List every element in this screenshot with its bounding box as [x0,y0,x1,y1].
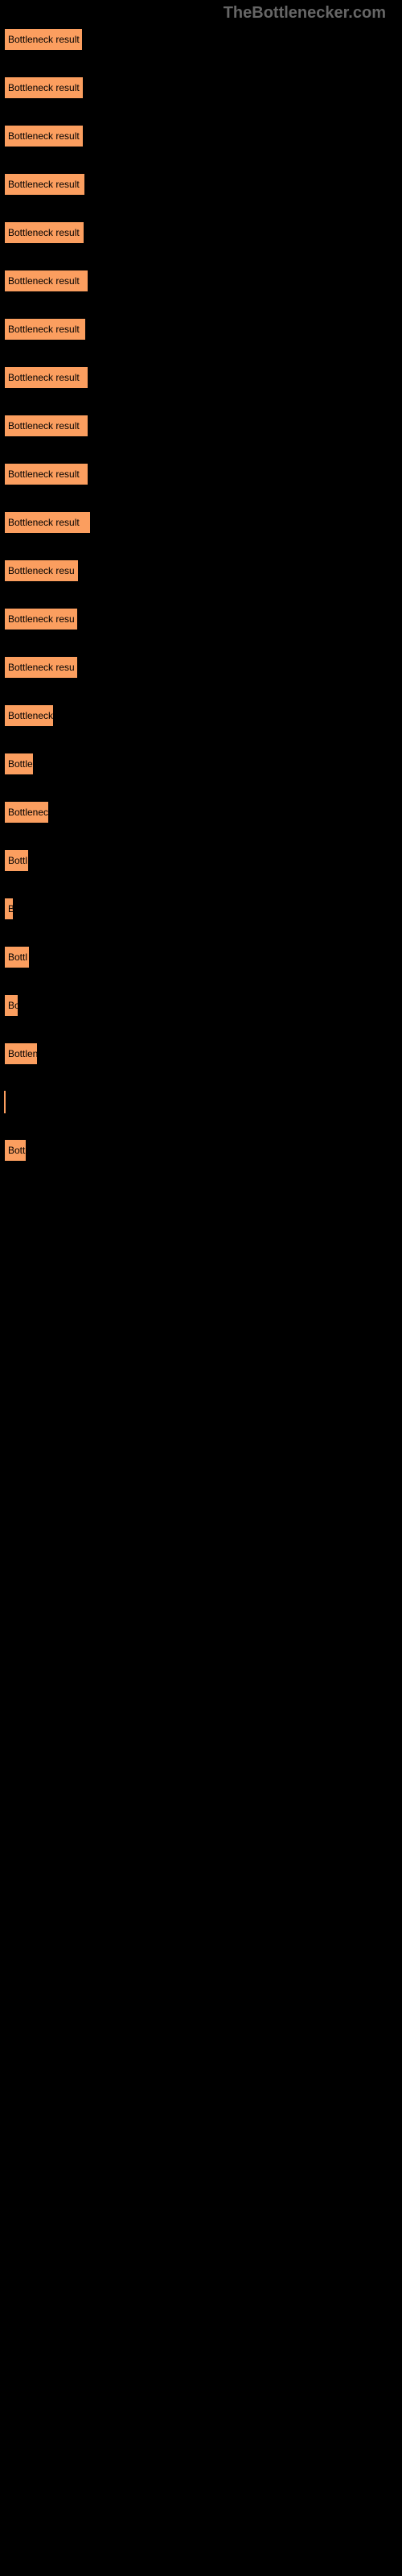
bar-chart: Bottleneck result Bottleneck result Bottle… [0,0,402,1203]
bar-row: Bottleneck result [4,76,398,99]
bar: Bottleneck resu [4,656,78,679]
bar: Bottleneck result [4,318,86,341]
bar: Bottleneck result [4,125,84,147]
bar: Bott [4,1139,27,1162]
bar-row: Bottleneck [4,704,398,727]
bar-row: Bottleneck result [4,318,398,341]
bar-row: Bottleneck resu [4,608,398,630]
bar-row: Bottleneck result [4,415,398,437]
bar-row: Bottlen [4,1042,398,1065]
bar: Bottleneck result [4,270,88,292]
bar-row: Bottleneck resu [4,559,398,582]
bar-row: Bott [4,1139,398,1162]
bar: Bo [4,994,18,1017]
bar: Bottlen [4,1042,38,1065]
bar-row: Bottleneck result [4,221,398,244]
bar-row: Bottleneck result [4,463,398,485]
bar-row: Bottleneck result [4,511,398,534]
bar-row: Bottleneck result [4,28,398,51]
bar-row: Bottleneck result [4,173,398,196]
bar-row [4,1091,398,1113]
bar-row: Bottleneck result [4,366,398,389]
bar: Bottleneck result [4,415,88,437]
bar: Bottleneck resu [4,559,79,582]
bar: Bottle [4,753,34,775]
bar: Bottleneck result [4,76,84,99]
bar-row: Bottlenec [4,801,398,824]
bar-row: Bottleneck result [4,125,398,147]
bar: Bottleneck result [4,463,88,485]
bar: Bottleneck result [4,366,88,389]
bar: Bottleneck [4,704,54,727]
bar: Bottleneck result [4,173,85,196]
bar: Bottl [4,946,30,968]
bar: Bottlenec [4,801,49,824]
bar-row: Bottleneck result [4,270,398,292]
bar-row: B [4,898,398,920]
bar: Bottleneck resu [4,608,78,630]
bar: Bottleneck result [4,221,84,244]
bar-row: Bottle [4,753,398,775]
bar-row: Bottl [4,946,398,968]
bar [4,1091,6,1113]
bar: Bottl [4,849,29,872]
bar-row: Bottl [4,849,398,872]
bar: B [4,898,14,920]
bar: Bottleneck result [4,28,83,51]
watermark-text: TheBottlenecker.com [224,4,386,23]
bar: Bottleneck result [4,511,91,534]
bar-row: Bottleneck resu [4,656,398,679]
bar-row: Bo [4,994,398,1017]
